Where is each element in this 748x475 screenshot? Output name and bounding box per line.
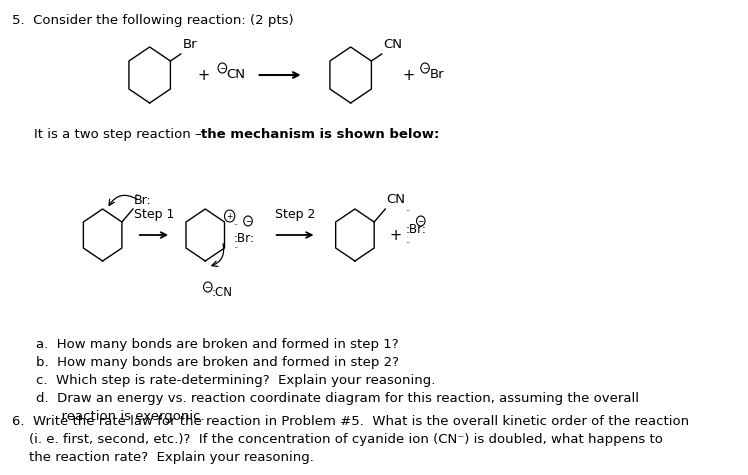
Text: ..: .. xyxy=(233,241,239,250)
Text: ..: .. xyxy=(405,204,411,213)
Text: :Br:: :Br: xyxy=(233,232,254,245)
Text: −: − xyxy=(219,64,226,73)
Text: −: − xyxy=(417,217,424,226)
Text: c.  Which step is rate-determining?  Explain your reasoning.: c. Which step is rate-determining? Expla… xyxy=(36,374,435,387)
Text: −: − xyxy=(205,283,211,292)
Text: It is a two step reaction –: It is a two step reaction – xyxy=(34,128,206,141)
Text: CN: CN xyxy=(227,68,245,82)
Text: CN: CN xyxy=(384,38,402,51)
Text: Br:: Br: xyxy=(134,194,152,207)
Text: −: − xyxy=(422,64,429,73)
Text: ..: .. xyxy=(134,188,139,197)
Text: a.  How many bonds are broken and formed in step 1?: a. How many bonds are broken and formed … xyxy=(36,338,399,351)
Text: 6.  Write the rate law for the reaction in Problem #5.  What is the overall kine: 6. Write the rate law for the reaction i… xyxy=(12,415,689,428)
Text: +: + xyxy=(227,212,233,221)
Text: Step 2: Step 2 xyxy=(275,208,315,221)
Text: ..: .. xyxy=(405,236,411,245)
Text: (i. e. first, second, etc.)?  If the concentration of cyanide ion (CN⁻) is doubl: (i. e. first, second, etc.)? If the conc… xyxy=(12,433,663,446)
Text: Br: Br xyxy=(183,38,197,51)
Text: +: + xyxy=(197,67,209,83)
Text: Br: Br xyxy=(429,68,444,82)
Text: Step 1: Step 1 xyxy=(134,208,174,221)
Text: reaction is exergonic.: reaction is exergonic. xyxy=(36,410,204,423)
Text: d.  Draw an energy vs. reaction coordinate diagram for this reaction, assuming t: d. Draw an energy vs. reaction coordinat… xyxy=(36,392,639,405)
Text: +: + xyxy=(389,228,401,243)
Text: ..: .. xyxy=(233,218,239,227)
Text: b.  How many bonds are broken and formed in step 2?: b. How many bonds are broken and formed … xyxy=(36,356,399,369)
Text: :Br:: :Br: xyxy=(405,223,426,236)
Text: −: − xyxy=(245,217,251,226)
Text: the mechanism is shown below:: the mechanism is shown below: xyxy=(201,128,439,141)
Text: CN: CN xyxy=(386,193,405,206)
Text: :CN: :CN xyxy=(212,286,233,300)
Text: +: + xyxy=(402,67,415,83)
Text: 5.  Consider the following reaction: (2 pts): 5. Consider the following reaction: (2 p… xyxy=(12,14,294,27)
Text: the reaction rate?  Explain your reasoning.: the reaction rate? Explain your reasonin… xyxy=(12,451,314,464)
